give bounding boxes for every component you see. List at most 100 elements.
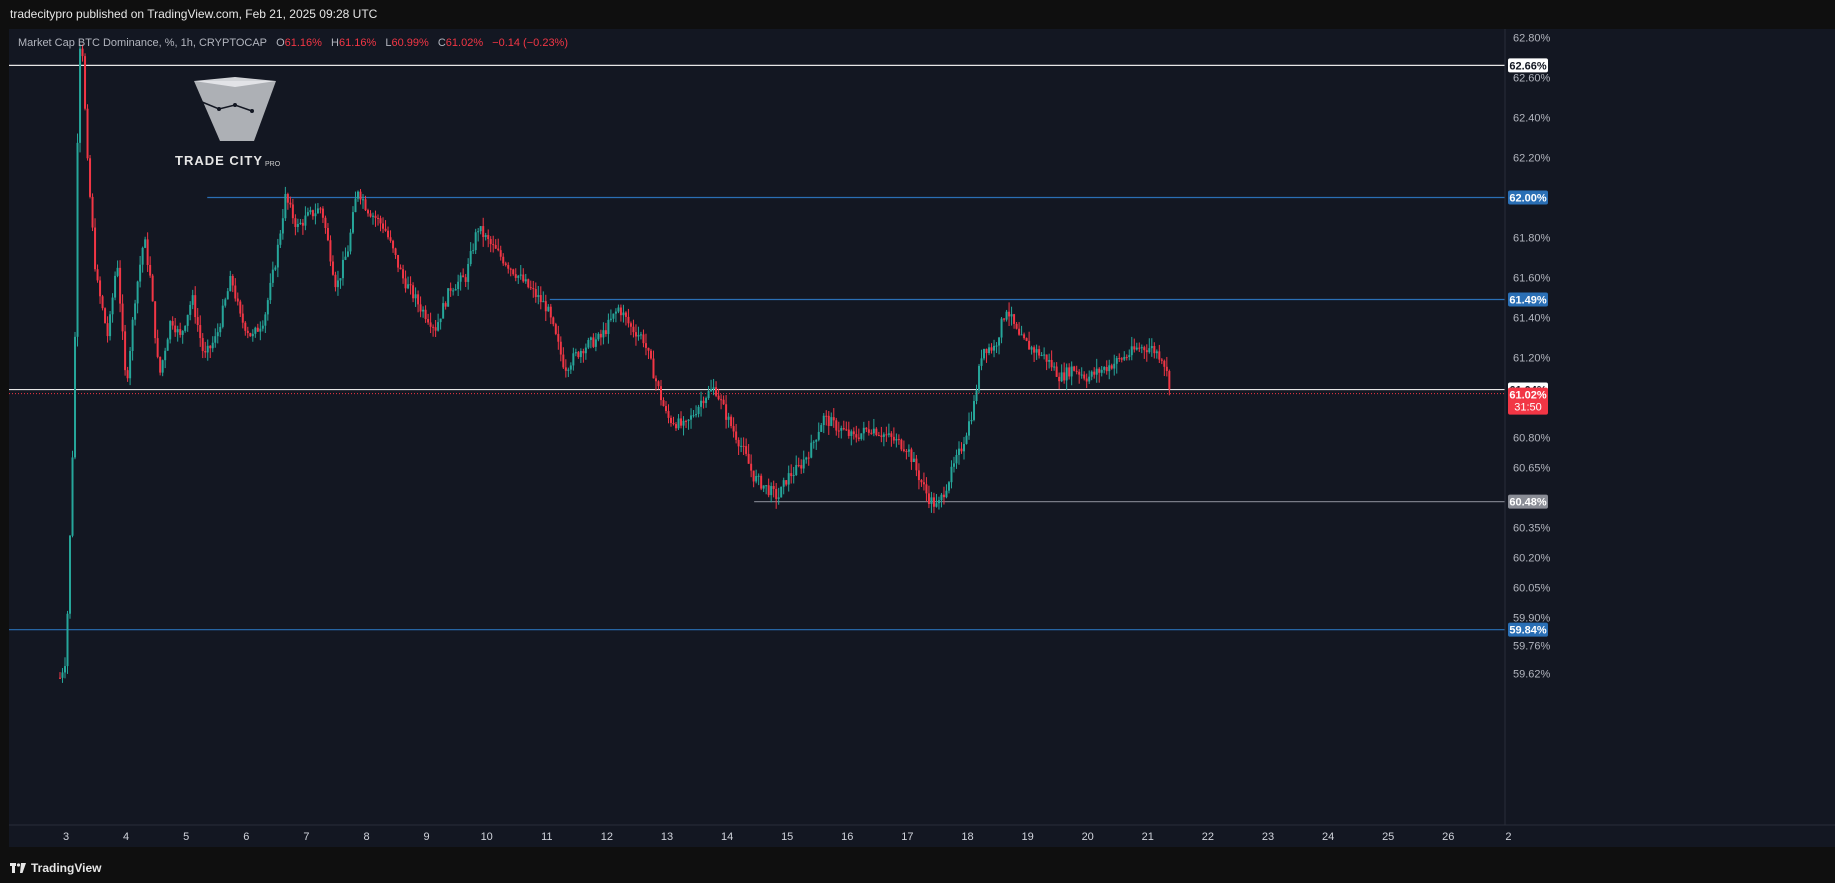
candle-body — [467, 263, 470, 282]
candle-body — [564, 367, 567, 371]
low-value: 60.99% — [391, 37, 429, 49]
watermark-sub: PRO — [265, 161, 281, 168]
candle-body — [737, 439, 740, 447]
candle-body — [604, 330, 607, 335]
tradingview-icon — [10, 863, 26, 873]
candle-body — [1128, 355, 1131, 358]
candle-body — [349, 232, 352, 252]
candle-body — [915, 458, 918, 471]
candle-body — [289, 202, 292, 205]
candle-body — [968, 421, 971, 436]
candle-body — [1063, 372, 1066, 381]
candle-body — [940, 494, 943, 501]
candle-body — [827, 415, 830, 426]
candle-body — [189, 304, 192, 315]
candle-body — [807, 457, 810, 459]
candle-body — [1093, 371, 1096, 375]
level-badge — [1508, 494, 1548, 509]
candle-body — [316, 208, 319, 214]
tradingview-logo[interactable]: TradingView — [10, 861, 101, 875]
trade-city-watermark: TRADE CITY PRO — [175, 77, 281, 168]
candle-body — [81, 48, 84, 57]
candle-body — [497, 248, 500, 251]
candle-body — [116, 267, 119, 276]
candle-body — [955, 454, 958, 464]
y-tick-label: 62.80% — [1513, 32, 1551, 44]
candle-body — [309, 210, 312, 213]
candle-body — [369, 213, 372, 217]
candle-body — [629, 323, 632, 327]
candle-body — [364, 199, 367, 211]
candle-body — [86, 108, 89, 159]
candle-body — [361, 199, 364, 201]
candle-body — [805, 457, 808, 460]
candle-body — [617, 307, 620, 312]
candle-body — [775, 488, 778, 499]
x-tick-label: 20 — [1082, 831, 1094, 843]
candle-body — [639, 334, 642, 336]
candle-body — [654, 378, 657, 382]
candle-body — [760, 475, 763, 489]
candle-body — [855, 434, 858, 438]
candle-body — [692, 415, 695, 417]
y-tick-label: 61.60% — [1513, 273, 1551, 285]
candle-body — [269, 282, 272, 301]
candle-body — [469, 251, 472, 264]
candle-body — [397, 254, 400, 268]
candle-body — [407, 284, 410, 289]
candle-body — [479, 226, 482, 232]
candle-body — [890, 433, 893, 437]
candle-body — [920, 480, 923, 483]
candle-body — [216, 332, 219, 337]
candle-body — [432, 326, 435, 328]
candle-body — [434, 327, 437, 331]
candle-body — [389, 237, 392, 241]
candle-body — [171, 321, 174, 326]
candle-body — [762, 485, 765, 489]
candle-body — [978, 365, 981, 391]
y-tick-label: 61.80% — [1513, 232, 1551, 244]
candle-body — [1053, 366, 1056, 368]
candle-body — [76, 142, 79, 337]
candle-body — [409, 284, 412, 286]
y-tick-label: 59.76% — [1513, 641, 1551, 653]
candle-body — [412, 285, 415, 299]
candle-body — [767, 485, 770, 496]
x-tick-label: 19 — [1021, 831, 1033, 843]
candle-body — [354, 198, 357, 213]
candle-body — [622, 312, 625, 316]
candle-body — [1030, 347, 1033, 350]
candle-body — [477, 231, 480, 233]
candle-body — [1135, 347, 1138, 350]
candle-body — [151, 275, 154, 302]
candle-body — [687, 419, 690, 421]
candle-body — [1118, 358, 1121, 360]
candle-body — [169, 321, 172, 340]
y-tick-label: 61.20% — [1513, 353, 1551, 365]
candle-body — [126, 370, 129, 379]
candle-body — [69, 535, 72, 614]
candle-body — [755, 476, 758, 482]
chart-area[interactable]: TRADE CITY PRO 62.80% 62.60% 62.40% 62.20% 6… — [9, 29, 1835, 847]
candlestick-chart[interactable]: TRADE CITY PRO 62.80%62.60%62.40%62.20%6… — [9, 29, 1835, 847]
candle-body — [657, 381, 660, 387]
x-tick-label: 6 — [243, 831, 249, 843]
candle-body — [1075, 370, 1078, 372]
candle-body — [785, 480, 788, 485]
candle-body — [717, 395, 720, 400]
candle-body — [1108, 365, 1111, 372]
candle-body — [609, 318, 612, 320]
candle-body — [667, 411, 670, 418]
candle-body — [291, 204, 294, 219]
candle-body — [319, 208, 322, 210]
candle-body — [599, 333, 602, 338]
candle-body — [419, 304, 422, 312]
x-tick-label: 5 — [183, 831, 189, 843]
candle-body — [249, 333, 252, 337]
last-price-label: 61.02% — [1509, 390, 1547, 402]
candle-body — [1045, 354, 1048, 362]
candle-body — [1008, 311, 1011, 317]
candle-body — [244, 322, 247, 331]
candle-body — [1140, 347, 1143, 349]
candle-body — [930, 497, 933, 504]
